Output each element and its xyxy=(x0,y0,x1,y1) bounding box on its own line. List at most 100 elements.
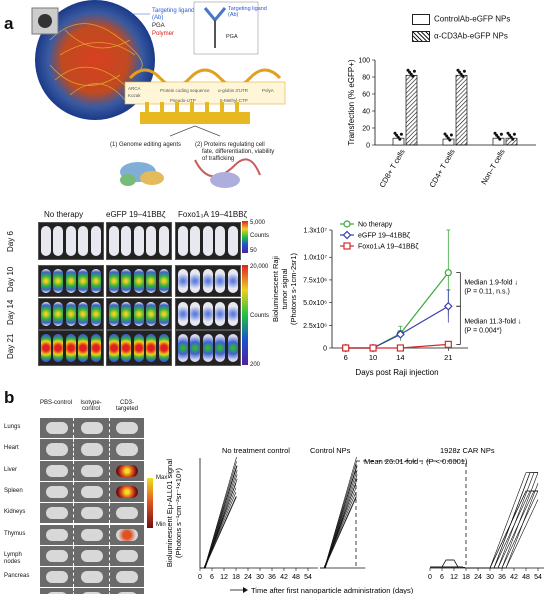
mouse-image xyxy=(121,226,132,256)
b-xtick: 24 xyxy=(244,574,252,581)
line-ytick: 5.0x10⁶ xyxy=(303,300,327,307)
mouse-image xyxy=(202,269,213,293)
bar-dot xyxy=(446,136,450,140)
line-xtick: 21 xyxy=(444,353,452,362)
b-xtick: 0 xyxy=(428,574,432,581)
nanoparticle-schematic: Targeting ligand (Ab) PGA Polymer Target… xyxy=(31,0,286,188)
organ-row-image xyxy=(40,503,144,524)
b-growth-line xyxy=(200,461,237,569)
mouse-image xyxy=(53,269,64,293)
bar-dot xyxy=(461,74,465,78)
b-xtick: 12 xyxy=(450,574,458,581)
b-xlabel: Time after first nanoparticle administra… xyxy=(251,586,414,594)
line-ytick: 1.3x10⁷ xyxy=(303,228,327,235)
b-growth-line xyxy=(430,472,538,569)
organ-image xyxy=(81,443,103,456)
annot-p-1: (P = 0.11, n.s.) xyxy=(464,288,509,295)
organ-row-image xyxy=(40,524,144,545)
organ-divider xyxy=(73,418,74,439)
organ-row-image xyxy=(40,460,144,481)
organ-label: Thymus xyxy=(4,530,26,537)
b-xtick: 6 xyxy=(440,574,444,581)
b-growth-line xyxy=(320,465,357,569)
organ-divider xyxy=(73,460,74,481)
mouse-image xyxy=(41,302,51,326)
mouse-image xyxy=(227,334,238,362)
b-xtick: 42 xyxy=(280,574,288,581)
mouse-image xyxy=(227,302,238,326)
organ-divider xyxy=(73,503,74,524)
mouse-image xyxy=(146,302,157,326)
bar-ytick: 0 xyxy=(366,143,370,150)
bar-category-label: Non–T cells xyxy=(479,147,507,186)
b-growth-line xyxy=(430,472,539,569)
mouse-image xyxy=(41,334,51,362)
svg-text:(Ab): (Ab) xyxy=(152,15,163,21)
organ-image xyxy=(46,464,68,477)
svg-text:Targeting ligand: Targeting ligand xyxy=(228,6,267,12)
bar-ytick: 60 xyxy=(362,92,370,99)
legend-marker xyxy=(343,242,351,250)
line-series xyxy=(345,305,449,349)
organ-image xyxy=(46,592,68,594)
bar-dot xyxy=(456,68,460,72)
mouse-image xyxy=(65,302,76,326)
mouse-image xyxy=(53,334,64,362)
organ-row-image xyxy=(40,481,144,503)
mouse-image xyxy=(78,334,89,362)
mouse-image xyxy=(202,226,213,256)
organ-image xyxy=(116,443,138,456)
bar-dot xyxy=(499,132,503,136)
line-xtick: 6 xyxy=(344,353,348,362)
img-col-no-therapy: No therapy xyxy=(44,210,84,219)
b-xtick: 36 xyxy=(498,574,506,581)
organ-label: Liver xyxy=(4,466,18,473)
b-xtick: 48 xyxy=(522,574,530,581)
imaging-panel xyxy=(38,222,104,260)
legend-marker xyxy=(342,230,352,240)
b-xtick: 18 xyxy=(232,574,240,581)
scale2-colorbar xyxy=(242,265,248,365)
mouse-image xyxy=(202,334,213,362)
imaging-row-label: Day 21 xyxy=(6,333,15,359)
organ-image xyxy=(81,549,103,563)
bar-dot xyxy=(498,137,502,141)
line-legend-label: eGFP 19–41BBζ xyxy=(358,233,410,240)
imaging-panel xyxy=(175,330,241,366)
imaging-panel xyxy=(38,330,104,366)
panel-b-label: b xyxy=(4,388,15,407)
b-xtick: 36 xyxy=(268,574,276,581)
scale1-colorbar xyxy=(242,221,248,253)
line-point xyxy=(444,269,452,277)
mouse-image xyxy=(227,269,238,293)
b-ylabel: Bioluminescent Eμ-ALL01 signal xyxy=(165,459,174,567)
legend-swatch-cd3 xyxy=(412,31,430,42)
mouse-image xyxy=(178,226,188,256)
b-growth-line xyxy=(430,499,539,569)
mouse-image xyxy=(65,226,76,256)
panel-a-label: a xyxy=(4,14,14,33)
bar-dot xyxy=(406,68,410,72)
line-ylabel: Bioluminescent Raji xyxy=(271,256,280,322)
bar-dot xyxy=(511,137,515,141)
organ-label: Heart xyxy=(4,445,19,452)
organ-divider xyxy=(109,567,110,588)
organ-image xyxy=(46,571,68,584)
organ-label: Spleen xyxy=(4,487,23,494)
bar-dot xyxy=(512,132,516,136)
organ-image xyxy=(116,485,138,499)
b-growth-line xyxy=(200,456,237,569)
b-mean-note: Mean 26.01-fold ↓ (P < 0.0001) xyxy=(364,457,468,466)
bar-ytick: 40 xyxy=(362,109,370,116)
organ-image xyxy=(81,592,103,594)
organ-row-image xyxy=(40,439,144,460)
bar-dot xyxy=(448,138,452,142)
annot-p-2: (P = 0.004*) xyxy=(464,327,501,334)
mouse-image xyxy=(78,226,89,256)
organ-row-image xyxy=(40,545,144,567)
bar-dot xyxy=(399,132,403,136)
bar-ytick: 20 xyxy=(362,126,370,133)
mouse-image xyxy=(178,302,188,326)
mouse-image xyxy=(65,334,76,362)
